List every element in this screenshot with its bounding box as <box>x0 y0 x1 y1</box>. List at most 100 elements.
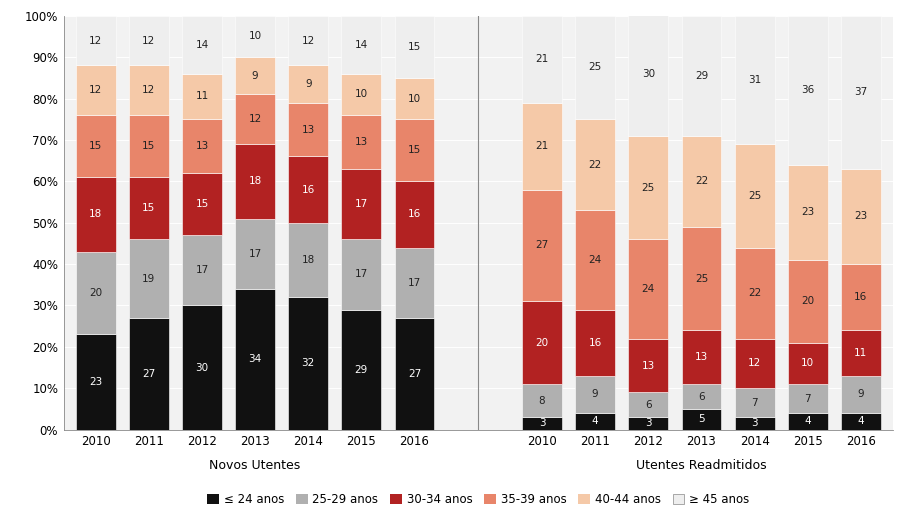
Bar <box>734 144 774 247</box>
Text: 5: 5 <box>698 414 705 424</box>
Text: 17: 17 <box>249 249 261 259</box>
Text: 8: 8 <box>538 396 546 406</box>
Bar <box>182 235 222 305</box>
Text: 9: 9 <box>305 79 312 89</box>
Text: 13: 13 <box>195 141 209 151</box>
Text: 11: 11 <box>855 348 867 358</box>
Bar <box>182 74 222 119</box>
Bar <box>522 16 562 103</box>
Text: 17: 17 <box>408 278 421 288</box>
Bar <box>575 119 615 210</box>
Bar <box>182 173 222 235</box>
Bar <box>575 376 615 413</box>
Bar <box>734 339 774 388</box>
Bar <box>76 252 116 334</box>
Bar <box>522 103 562 190</box>
Bar <box>841 16 881 169</box>
Text: 25: 25 <box>641 182 655 192</box>
Text: 22: 22 <box>589 160 602 170</box>
Bar <box>734 417 774 430</box>
Text: 3: 3 <box>752 419 758 429</box>
Text: 11: 11 <box>195 92 209 102</box>
Bar <box>128 239 169 318</box>
Text: 18: 18 <box>249 176 261 187</box>
Text: 25: 25 <box>748 191 762 201</box>
Text: 16: 16 <box>855 292 867 302</box>
Text: 13: 13 <box>695 352 708 362</box>
Legend: ≤ 24 anos, 25-29 anos, 30-34 anos, 35-39 anos, 40-44 anos, ≥ 45 anos: ≤ 24 anos, 25-29 anos, 30-34 anos, 35-39… <box>202 488 754 511</box>
Text: 23: 23 <box>855 212 867 222</box>
Text: 31: 31 <box>748 75 762 85</box>
Text: 7: 7 <box>752 398 758 408</box>
Text: 21: 21 <box>536 141 548 151</box>
Bar <box>841 413 881 430</box>
Text: 12: 12 <box>249 114 261 124</box>
Text: 10: 10 <box>354 90 368 100</box>
Text: 12: 12 <box>302 36 315 46</box>
Bar <box>681 384 722 409</box>
Bar <box>288 103 328 157</box>
Bar <box>788 16 828 165</box>
Bar <box>629 239 669 339</box>
Bar <box>76 115 116 177</box>
Text: 24: 24 <box>589 255 602 265</box>
Text: 27: 27 <box>536 241 548 250</box>
Text: 6: 6 <box>645 400 651 410</box>
Text: 15: 15 <box>142 141 156 151</box>
Bar <box>235 94 275 144</box>
Text: 4: 4 <box>857 417 865 427</box>
Text: 3: 3 <box>645 419 651 429</box>
Bar <box>522 384 562 417</box>
Bar <box>235 144 275 219</box>
Text: 16: 16 <box>302 184 315 194</box>
Bar <box>76 16 116 66</box>
Text: 12: 12 <box>142 36 156 46</box>
Bar <box>575 16 615 119</box>
Bar <box>629 136 669 239</box>
Text: 34: 34 <box>249 354 261 364</box>
Bar <box>629 417 669 430</box>
Bar <box>629 392 669 417</box>
Text: 37: 37 <box>855 88 867 97</box>
Bar <box>788 260 828 343</box>
Text: 17: 17 <box>195 265 209 275</box>
Text: 16: 16 <box>408 210 421 220</box>
Text: 9: 9 <box>592 389 599 399</box>
Bar <box>841 169 881 264</box>
Bar <box>394 181 435 247</box>
Text: 15: 15 <box>408 42 421 52</box>
Bar <box>128 66 169 115</box>
Text: 18: 18 <box>302 255 315 265</box>
Bar <box>394 78 435 119</box>
Bar <box>342 310 382 430</box>
Text: 15: 15 <box>89 141 102 151</box>
Bar <box>288 297 328 430</box>
Text: 27: 27 <box>408 369 421 379</box>
Bar <box>629 339 669 392</box>
Bar <box>182 305 222 430</box>
Bar <box>788 343 828 384</box>
Bar <box>681 136 722 227</box>
Bar <box>522 301 562 384</box>
Text: 4: 4 <box>592 417 599 427</box>
Bar <box>734 388 774 417</box>
Bar <box>681 409 722 430</box>
Bar <box>128 16 169 66</box>
Bar <box>342 74 382 115</box>
Bar <box>734 16 774 144</box>
Text: 25: 25 <box>589 62 602 72</box>
Bar <box>235 57 275 94</box>
Text: Utentes Readmitidos: Utentes Readmitidos <box>636 458 767 472</box>
Text: Novos Utentes: Novos Utentes <box>210 458 301 472</box>
Text: 20: 20 <box>89 288 102 298</box>
Bar <box>788 165 828 260</box>
Bar <box>394 119 435 181</box>
Text: 19: 19 <box>142 274 156 283</box>
Bar <box>342 169 382 239</box>
Bar <box>288 16 328 66</box>
Text: 12: 12 <box>89 85 102 95</box>
Bar <box>841 264 881 330</box>
Text: 7: 7 <box>804 394 811 403</box>
Text: 25: 25 <box>695 274 708 283</box>
Text: 9: 9 <box>857 389 865 399</box>
